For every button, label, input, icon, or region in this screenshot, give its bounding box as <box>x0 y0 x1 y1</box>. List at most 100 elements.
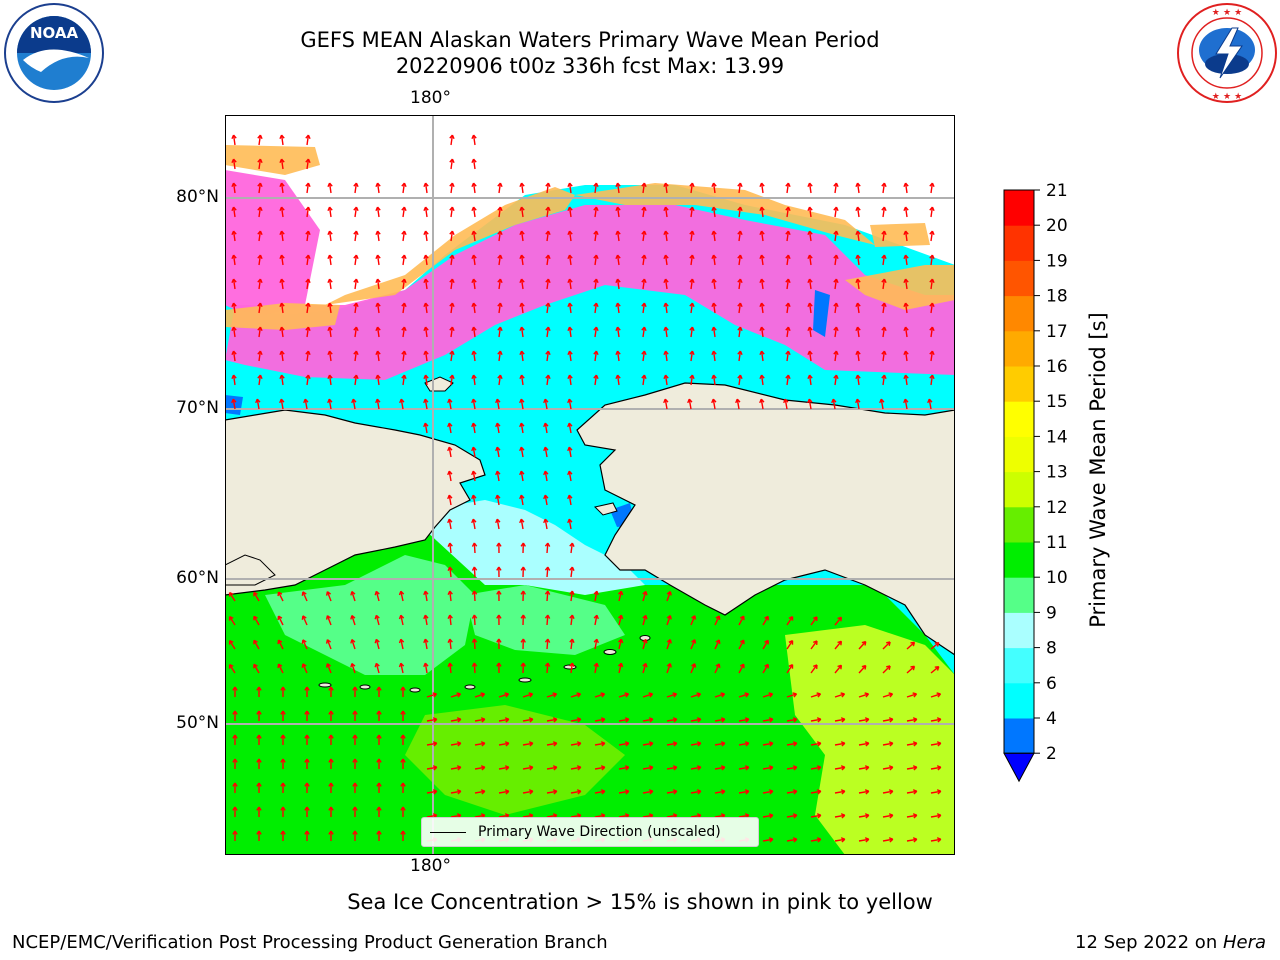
wave-arrow-head <box>544 614 551 619</box>
wave-arrow-head <box>569 566 575 572</box>
wave-arrow <box>930 814 941 818</box>
wave-arrow-head <box>812 664 818 670</box>
wave-arrow <box>258 206 262 218</box>
wave-arrow-head <box>888 692 894 698</box>
wave-arrow-head <box>375 350 381 356</box>
wave-arrow <box>472 134 476 146</box>
wave-arrow <box>375 615 380 626</box>
wave-arrow-head <box>696 789 702 795</box>
wave-arrow-head <box>449 230 455 236</box>
wave-arrow <box>834 254 838 266</box>
wave-arrow-head <box>888 813 894 819</box>
wave-arrow <box>328 278 332 290</box>
wave-arrow-head <box>641 182 647 188</box>
wave-arrow-head <box>305 158 311 164</box>
wave-arrow-head <box>903 254 909 260</box>
wave-arrow <box>882 206 886 218</box>
wave-arrow <box>642 230 646 242</box>
wave-arrow-head <box>423 590 429 596</box>
wave-arrow <box>351 591 356 602</box>
wave-arrow <box>690 326 694 338</box>
wave-arrow-head <box>888 741 894 747</box>
gulf-of-alaska-long-period <box>785 625 955 855</box>
wave-arrow <box>402 254 406 266</box>
wave-arrow <box>449 590 452 602</box>
wave-arrow <box>450 718 461 722</box>
wave-arrow-head <box>528 741 534 747</box>
wave-arrow-head <box>545 206 551 212</box>
wave-arrow-head <box>934 642 940 647</box>
wave-arrow-head <box>304 710 310 715</box>
wave-arrow-head <box>399 398 405 404</box>
wave-arrow <box>618 663 623 674</box>
wave-arrow <box>450 742 461 746</box>
wave-arrow <box>306 350 310 362</box>
wave-arrow <box>280 350 284 362</box>
wave-arrow-head <box>544 662 551 667</box>
wave-arrow <box>808 302 812 314</box>
wave-arrow-head <box>277 663 283 669</box>
wave-arrow-head <box>855 206 861 212</box>
wave-arrow <box>498 766 509 770</box>
wave-arrow <box>930 350 934 362</box>
wave-arrow-head <box>888 717 894 723</box>
wave-arrow-head <box>253 615 258 621</box>
wave-arrow-head <box>881 350 887 356</box>
wave-arrow <box>474 742 485 746</box>
wave-arrow <box>256 399 260 410</box>
wave-arrow <box>376 254 380 266</box>
wave-arrow-head <box>864 837 870 843</box>
wave-arrow-head <box>496 662 502 667</box>
wave-arrow-head <box>881 230 887 236</box>
wave-arrow-head <box>788 616 794 621</box>
wave-arrow-head <box>231 158 237 164</box>
wave-arrow-head <box>327 278 333 284</box>
map-subtitle: 20220906 t00z 336h fcst Max: 13.99 <box>395 54 785 78</box>
wave-arrow-head <box>401 278 407 284</box>
wave-arrow-head <box>785 182 791 188</box>
colorbar-band <box>1004 682 1034 719</box>
wave-arrow-head <box>903 182 909 188</box>
wave-arrow-head <box>304 830 310 835</box>
wave-arrow-head <box>495 422 501 428</box>
wave-arrow <box>834 664 842 674</box>
wave-arrow-head <box>759 230 765 236</box>
wave-arrow-head <box>737 254 743 260</box>
wave-arrow-head <box>737 374 743 380</box>
wave-arrow <box>306 278 310 290</box>
wave-arrow <box>258 158 262 170</box>
wave-arrow-head <box>231 350 237 356</box>
wave-arrow <box>354 326 358 338</box>
wave-arrow-head <box>641 374 647 380</box>
wave-arrow <box>618 718 629 722</box>
wave-arrow-head <box>833 254 839 260</box>
wave-arrow-head <box>257 230 263 236</box>
wave-arrow <box>882 182 886 194</box>
wave-arrow-head <box>689 182 695 188</box>
wave-arrow-head <box>232 734 238 739</box>
wave-arrow-head <box>471 566 478 571</box>
wave-arrow <box>858 766 869 770</box>
wave-arrow-head <box>328 806 334 811</box>
wave-arrow-head <box>279 326 285 332</box>
wave-arrow-head <box>256 830 262 835</box>
wave-arrow <box>762 814 773 818</box>
wave-arrow-head <box>663 302 669 308</box>
legend-label: Primary Wave Direction (unscaled) <box>478 824 721 840</box>
wave-arrow <box>472 158 476 170</box>
wave-arrow <box>472 350 476 362</box>
wave-arrow <box>810 640 818 650</box>
wave-arrow-head <box>280 686 286 691</box>
wave-arrow <box>616 206 620 218</box>
wave-arrow <box>522 814 533 818</box>
wave-arrow <box>594 615 598 626</box>
wave-arrow <box>856 302 860 314</box>
wave-arrow <box>546 790 557 794</box>
wave-arrow-head <box>401 206 407 212</box>
wave-arrow <box>786 278 790 290</box>
wave-arrow <box>760 254 764 266</box>
wave-arrow <box>618 742 629 746</box>
wave-arrow <box>280 302 284 314</box>
wave-arrow <box>858 742 869 746</box>
wave-arrow <box>690 206 694 218</box>
